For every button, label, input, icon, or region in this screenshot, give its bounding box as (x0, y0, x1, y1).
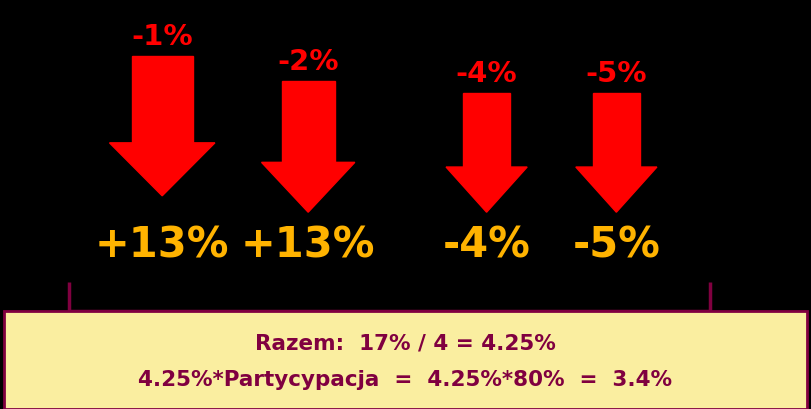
Text: -1%: -1% (131, 23, 193, 51)
Bar (4, 311, 807, 409)
Text: -4%: -4% (443, 225, 530, 266)
Text: -5%: -5% (586, 60, 647, 88)
Bar (131, 57, 193, 144)
Text: +13%: +13% (95, 225, 230, 266)
Polygon shape (576, 168, 657, 213)
Bar (282, 82, 335, 163)
Polygon shape (109, 144, 215, 196)
Polygon shape (446, 168, 527, 213)
Text: Razem:  17% / 4 = 4.25%: Razem: 17% / 4 = 4.25% (255, 332, 556, 352)
Text: 4.25%*Partycypacja  =  4.25%*80%  =  3.4%: 4.25%*Partycypacja = 4.25%*80% = 3.4% (139, 370, 672, 389)
Text: -5%: -5% (573, 225, 660, 266)
Bar (463, 94, 510, 168)
Text: +13%: +13% (241, 225, 375, 266)
Polygon shape (261, 163, 355, 213)
Text: -4%: -4% (456, 60, 517, 88)
Text: -2%: -2% (277, 47, 339, 75)
Bar (593, 94, 640, 168)
